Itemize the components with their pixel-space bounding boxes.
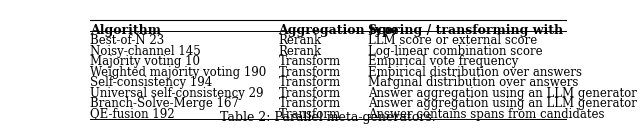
Text: Majority voting 10: Majority voting 10	[90, 55, 200, 68]
Text: Answer contains spans from candidates: Answer contains spans from candidates	[367, 108, 604, 121]
Text: QE-fusion 192: QE-fusion 192	[90, 108, 175, 121]
Text: Marginal distribution over answers: Marginal distribution over answers	[367, 76, 578, 89]
Text: Self-consistency 194: Self-consistency 194	[90, 76, 212, 89]
Text: Rerank: Rerank	[278, 45, 321, 58]
Text: Transform: Transform	[278, 66, 340, 79]
Text: Scoring / transforming with: Scoring / transforming with	[367, 24, 563, 37]
Text: LLM score or external score: LLM score or external score	[367, 34, 537, 47]
Text: Algorithm: Algorithm	[90, 24, 161, 37]
Text: Transform: Transform	[278, 97, 340, 110]
Text: Aggregation type: Aggregation type	[278, 24, 399, 37]
Text: Empirical distribution over answers: Empirical distribution over answers	[367, 66, 582, 79]
Text: Best-of-N 23: Best-of-N 23	[90, 34, 164, 47]
Text: Rerank: Rerank	[278, 34, 321, 47]
Text: Answer aggregation using an LLM generator / rule-based parsing: Answer aggregation using an LLM generato…	[367, 97, 640, 110]
Text: Transform: Transform	[278, 108, 340, 121]
Text: Transform: Transform	[278, 76, 340, 89]
Text: Transform: Transform	[278, 55, 340, 68]
Text: Weighted majority voting 190: Weighted majority voting 190	[90, 66, 266, 79]
Text: Noisy-channel 145: Noisy-channel 145	[90, 45, 201, 58]
Text: Table 2: Parallel meta-generators.: Table 2: Parallel meta-generators.	[220, 110, 436, 123]
Text: Answer aggregation using an LLM generator: Answer aggregation using an LLM generato…	[367, 87, 637, 100]
Text: Log-linear combination score: Log-linear combination score	[367, 45, 542, 58]
Text: Branch-Solve-Merge 167: Branch-Solve-Merge 167	[90, 97, 239, 110]
Text: Transform: Transform	[278, 87, 340, 100]
Text: Empirical vote frequency: Empirical vote frequency	[367, 55, 518, 68]
Text: Universal self-consistency 29: Universal self-consistency 29	[90, 87, 264, 100]
